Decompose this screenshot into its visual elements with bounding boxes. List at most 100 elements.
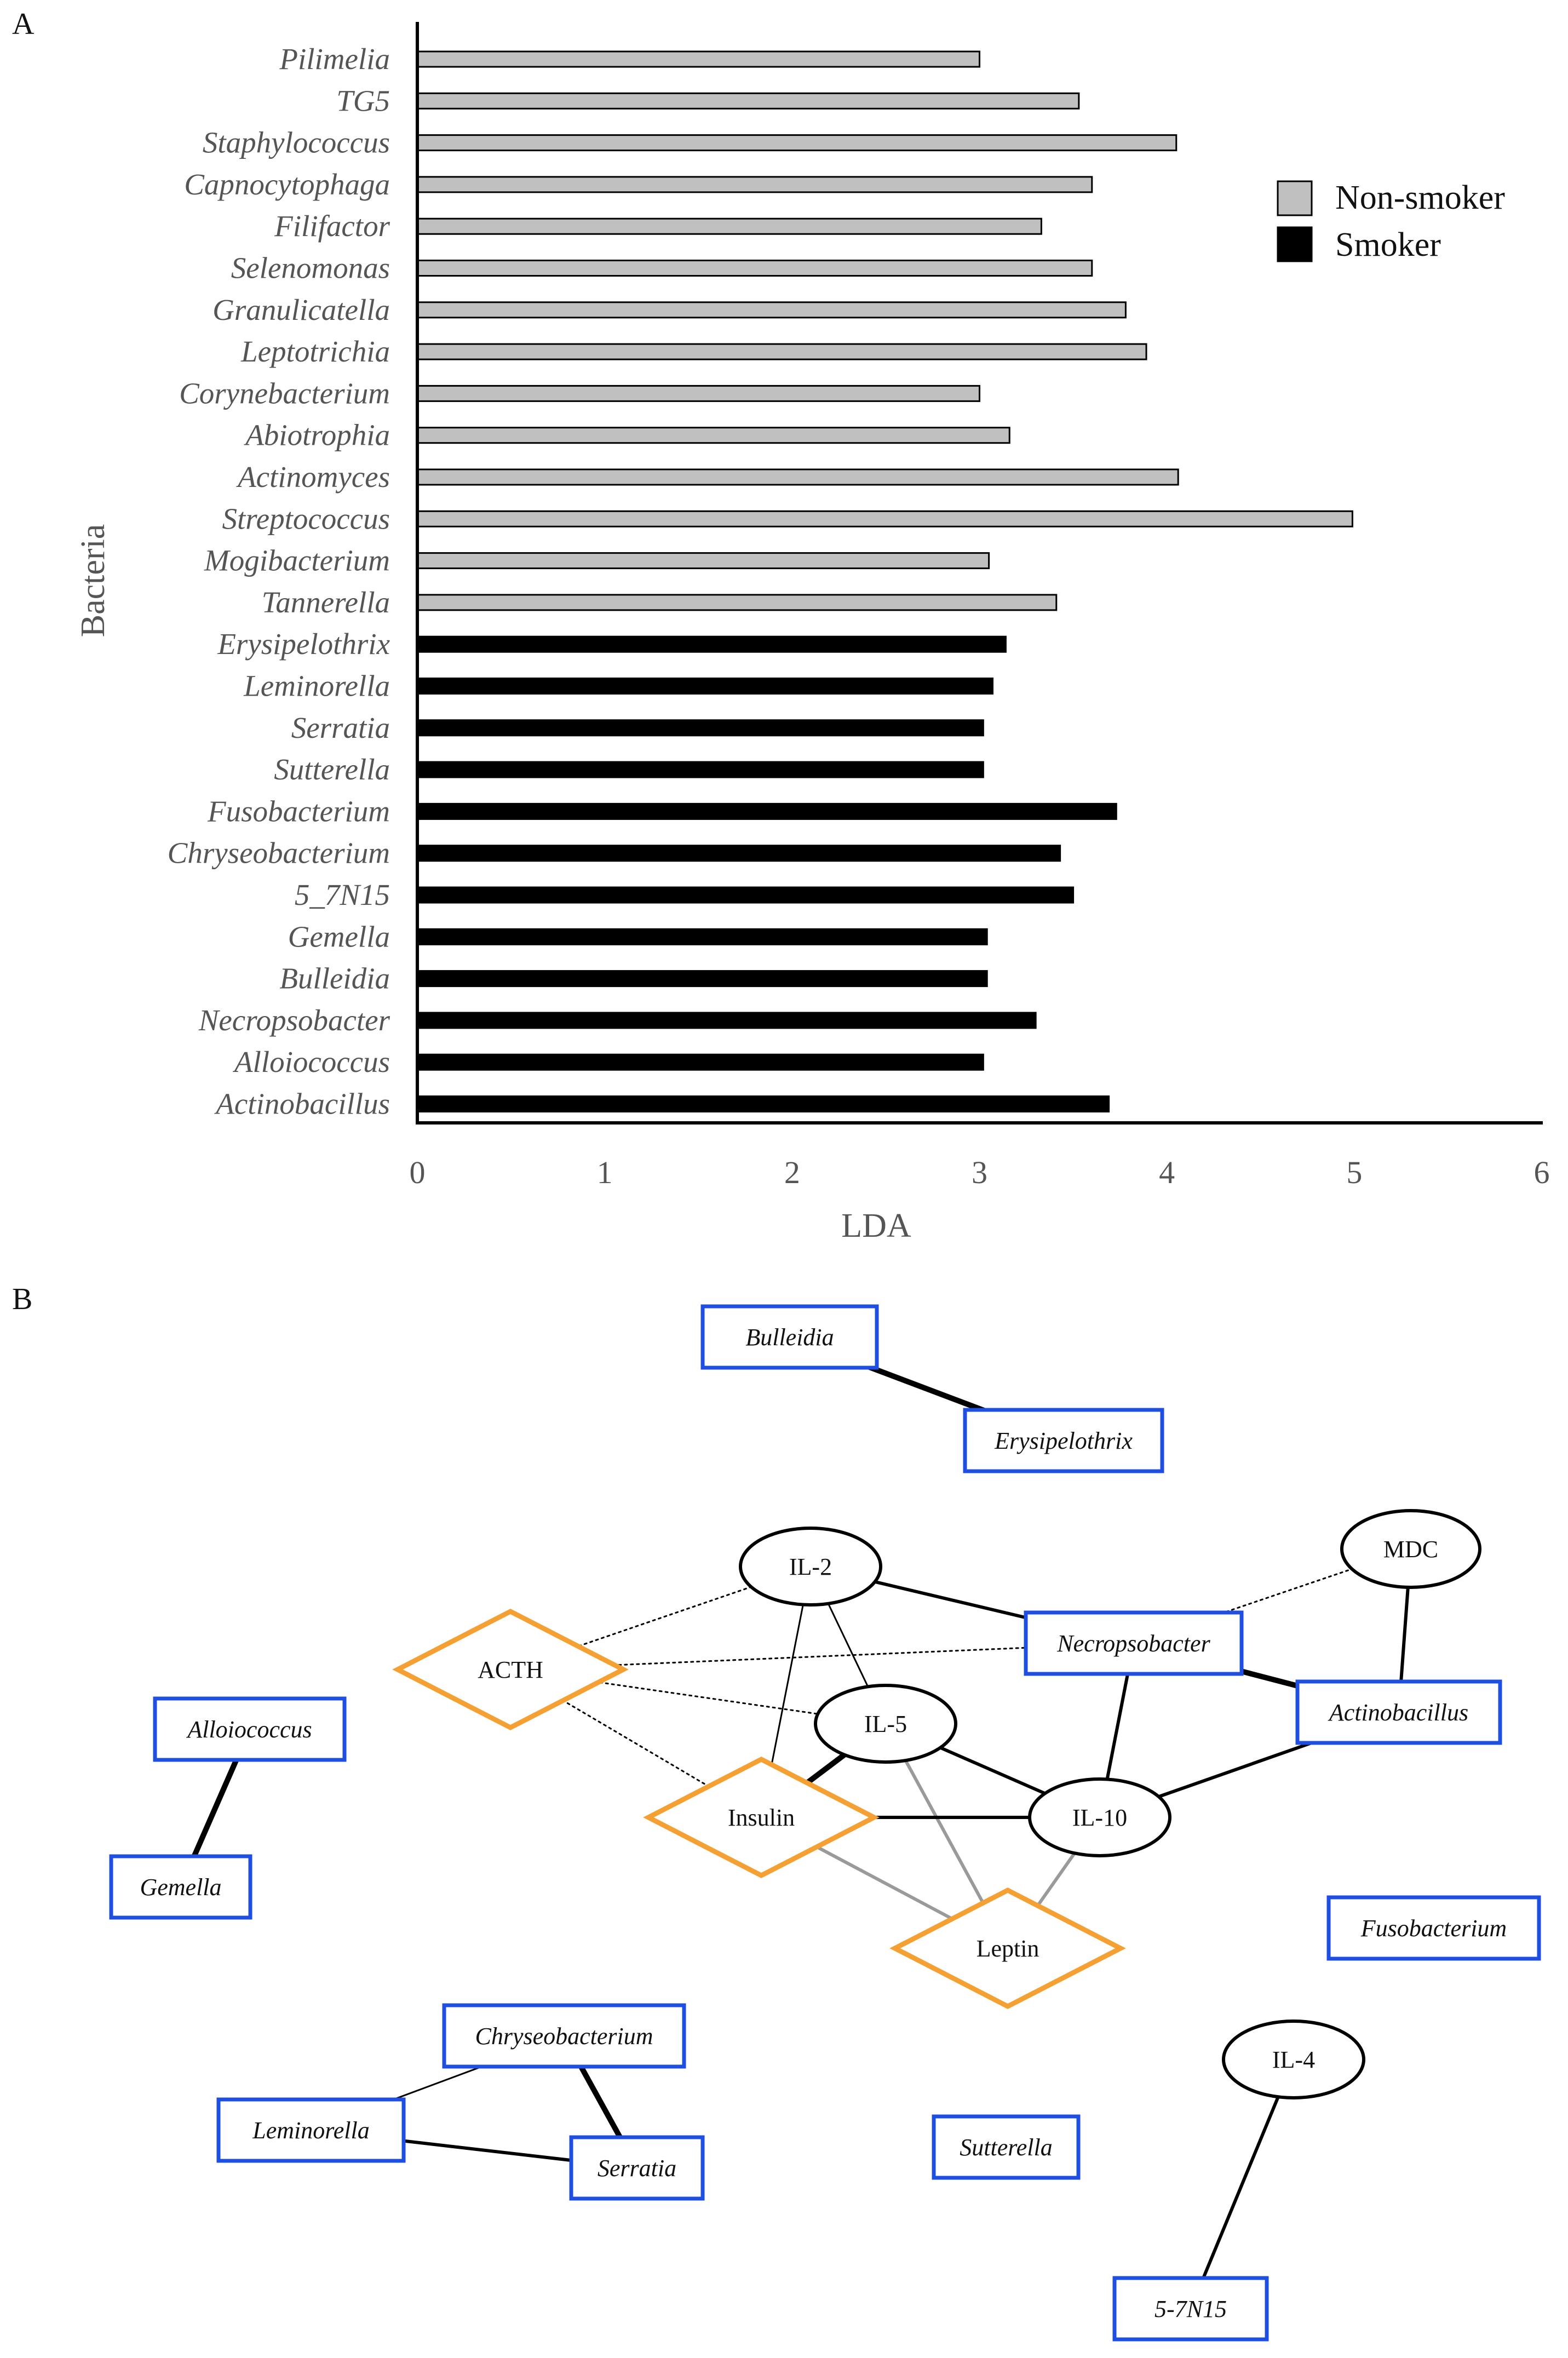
panel-a-letter: A [12, 7, 35, 41]
node-shape-alloiococcus [153, 1696, 347, 1762]
x-axis-title: LDA [841, 1207, 911, 1244]
node-leminorella: Leminorella [216, 2097, 406, 2163]
bar-filifactor [416, 217, 1042, 235]
node-il-5: IL-5 [814, 1684, 957, 1764]
node-shape-insulin [643, 1756, 880, 1879]
bar-gemella [416, 928, 988, 945]
category-label-5-7n15: 5_7N15 [295, 878, 390, 911]
edge-il-4-5-7n15 [1189, 2058, 1295, 2310]
y-axis-title: Bacteria [74, 524, 112, 638]
category-label-mogibacterium: Mogibacterium [204, 544, 390, 577]
node-label-il-10: IL-10 [1072, 1804, 1127, 1831]
node-shape-chryseobacterium [442, 2003, 686, 2069]
x-tick-label: 2 [784, 1155, 800, 1190]
panel-a-bar-chart: A Bacteria LDA Pilimelia TG5 Staphylococcu… [12, 7, 1550, 1244]
node-mdc: MDC [1340, 1509, 1481, 1589]
node-label-actinobacillus: Actinobacillus [1328, 1699, 1468, 1726]
legend-swatch-non-smoker [1277, 180, 1313, 216]
x-tick-label: 4 [1159, 1155, 1175, 1190]
node-shape-acth [392, 1608, 629, 1731]
category-label-actinobacillus: Actinobacillus [214, 1087, 390, 1121]
category-label-bulleidia: Bulleidia [279, 962, 390, 995]
legend-label-non-smoker: Non-smoker [1335, 179, 1505, 216]
node-shape-il-10 [1028, 1777, 1171, 1857]
category-label-granulicatella: Granulicatella [212, 293, 390, 326]
category-label-sutterella: Sutterella [274, 753, 390, 786]
category-label-abiotrophia: Abiotrophia [243, 418, 390, 452]
category-label-fusobacterium: Fusobacterium [207, 794, 390, 828]
node-chryseobacterium: Chryseobacterium [442, 2003, 686, 2069]
node-shape-leminorella [216, 2097, 406, 2163]
legend: Non-smoker Smoker [1277, 179, 1505, 263]
node-5-7n15: 5-7N15 [1112, 2276, 1269, 2342]
x-tick-label: 6 [1534, 1155, 1550, 1190]
node-label-necropsobacter: Necropsobacter [1056, 1630, 1210, 1657]
node-shape-mdc [1340, 1509, 1481, 1589]
node-label-il-2: IL-2 [789, 1553, 832, 1580]
bar-granulicatella [416, 301, 1127, 319]
node-shape-5-7n15 [1112, 2276, 1269, 2342]
category-label-tannerella: Tannerella [262, 586, 390, 619]
node-actinobacillus: Actinobacillus [1295, 1679, 1502, 1745]
node-shape-bulleidia [700, 1304, 879, 1370]
node-necropsobacter: Necropsobacter [1024, 1610, 1244, 1676]
category-label-leminorella: Leminorella [243, 669, 390, 703]
node-shape-leptin [889, 1887, 1126, 2010]
node-shape-serratia [569, 2135, 705, 2201]
bar-leminorella [416, 678, 993, 695]
node-acth: ACTH [392, 1608, 629, 1731]
node-label-leptin: Leptin [977, 1935, 1039, 1962]
node-il-2: IL-2 [739, 1527, 882, 1607]
node-alloiococcus: Alloiococcus [153, 1696, 347, 1762]
node-shape-il-5 [814, 1684, 957, 1764]
bars-layer [416, 50, 1353, 1112]
node-bulleidia: Bulleidia [700, 1304, 879, 1370]
category-label-streptococcus: Streptococcus [222, 502, 390, 535]
bar-pilimelia [416, 50, 980, 68]
bar-streptococcus [416, 510, 1353, 527]
node-label-chryseobacterium: Chryseobacterium [475, 2023, 653, 2050]
bar-necropsobacter [416, 1012, 1037, 1029]
bar-actinobacillus [416, 1095, 1110, 1112]
x-tick-label: 5 [1346, 1155, 1362, 1190]
category-label-staphylococcus: Staphylococcus [203, 126, 390, 159]
bar-bulleidia [416, 970, 988, 988]
category-label-serratia: Serratia [291, 711, 390, 744]
node-shape-actinobacillus [1295, 1679, 1502, 1745]
node-shape-il-4 [1222, 2019, 1365, 2099]
bar-tg5 [416, 92, 1080, 110]
x-tick-label: 1 [597, 1155, 613, 1190]
category-label-capnocytophaga: Capnocytophaga [184, 168, 390, 201]
node-shape-erysipelothrix [963, 1408, 1164, 1473]
node-shape-necropsobacter [1024, 1610, 1244, 1676]
category-label-necropsobacter: Necropsobacter [198, 1003, 390, 1037]
bar-mogibacterium [416, 552, 990, 570]
node-label-serratia: Serratia [598, 2155, 676, 2182]
category-label-tg5: TG5 [336, 84, 390, 117]
bar-selenomonas [416, 260, 1093, 277]
x-tick-label: 3 [972, 1155, 987, 1190]
category-label-selenomonas: Selenomonas [231, 251, 390, 285]
node-label-mdc: MDC [1383, 1536, 1438, 1563]
node-label-insulin: Insulin [728, 1804, 795, 1831]
bar-leptotrichia [416, 343, 1147, 360]
node-shape-gemella [109, 1854, 252, 1920]
panel-b-letter: B [12, 1282, 32, 1316]
bar-corynebacterium [416, 385, 980, 402]
node-gemella: Gemella [109, 1854, 252, 1920]
nodes-layer: Bulleidia Erysipelothrix IL-2 MDC ACTH Necrop… [109, 1304, 1541, 2342]
x-tick-labels: 0 1 2 3 4 5 6 [410, 1155, 1550, 1190]
node-shape-sutterella [932, 2114, 1081, 2180]
node-label-sutterella: Sutterella [960, 2134, 1052, 2161]
bar-staphylococcus [416, 134, 1178, 152]
node-il-4: IL-4 [1222, 2019, 1365, 2099]
bar-alloiococcus [416, 1053, 984, 1071]
node-shape-fusobacterium [1326, 1895, 1541, 1961]
node-sutterella: Sutterella [932, 2114, 1081, 2180]
bar-actinomyces [416, 468, 1179, 486]
bar-sutterella [416, 761, 984, 778]
category-label-erysipelothrix: Erysipelothrix [217, 627, 390, 661]
legend-swatch-smoker [1277, 226, 1313, 262]
bar-abiotrophia [416, 427, 1010, 444]
node-fusobacterium: Fusobacterium [1326, 1895, 1541, 1961]
